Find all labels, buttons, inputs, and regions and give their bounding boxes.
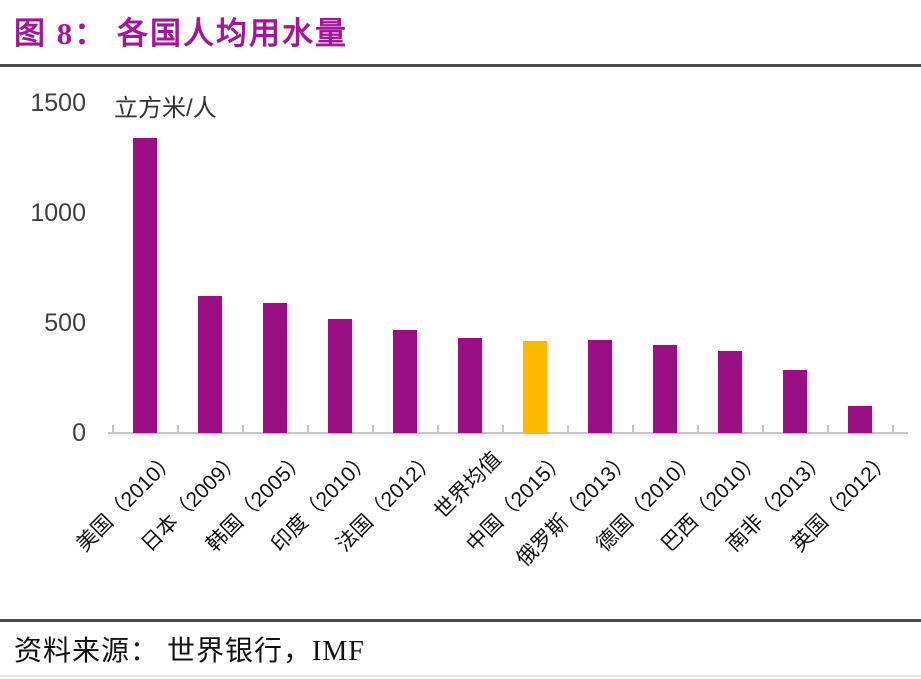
figure-title: 图 8： 各国人均用水量: [14, 16, 348, 51]
bar-英国（2012）: [848, 405, 872, 433]
y-axis-tick-label: 0: [72, 419, 86, 447]
y-axis-tick-label: 500: [44, 309, 86, 337]
bar-俄罗斯（2013）: [588, 339, 612, 433]
x-axis-tick: [501, 425, 504, 433]
x-axis-line: [108, 432, 908, 434]
x-axis-tick: [306, 425, 309, 433]
x-axis-tick: [891, 425, 894, 433]
bar-法国（2012）: [393, 329, 417, 433]
x-axis-tick: [111, 425, 114, 433]
x-axis-tick: [371, 425, 374, 433]
bar-世界均值: [458, 338, 482, 433]
bar-美国（2010）: [133, 138, 157, 433]
y-axis-unit-label: 立方米/人: [114, 95, 217, 122]
x-axis-tick: [761, 425, 764, 433]
y-axis-tick-label: 1500: [30, 89, 86, 117]
bar-日本（2009）: [198, 295, 222, 433]
bar-南非（2013）: [783, 370, 807, 433]
bar-德国（2010）: [653, 345, 677, 433]
x-axis-tick: [436, 425, 439, 433]
bar-韩国（2005）: [263, 303, 287, 433]
bar-印度（2010）: [328, 318, 352, 433]
x-axis-tick: [176, 425, 179, 433]
bar-中国（2015）: [523, 340, 547, 433]
y-axis-tick-label: 1000: [30, 199, 86, 227]
footer-divider-rule: [0, 619, 921, 622]
x-axis-tick: [566, 425, 569, 433]
bar-巴西（2010）: [718, 350, 742, 433]
title-divider-rule: [0, 64, 921, 67]
page-bottom-rule: [0, 675, 921, 677]
source-note: 资料来源： 世界银行，IMF: [14, 636, 365, 667]
x-axis-tick: [631, 425, 634, 433]
x-axis-tick: [241, 425, 244, 433]
x-axis-tick: [696, 425, 699, 433]
x-axis-tick: [826, 425, 829, 433]
